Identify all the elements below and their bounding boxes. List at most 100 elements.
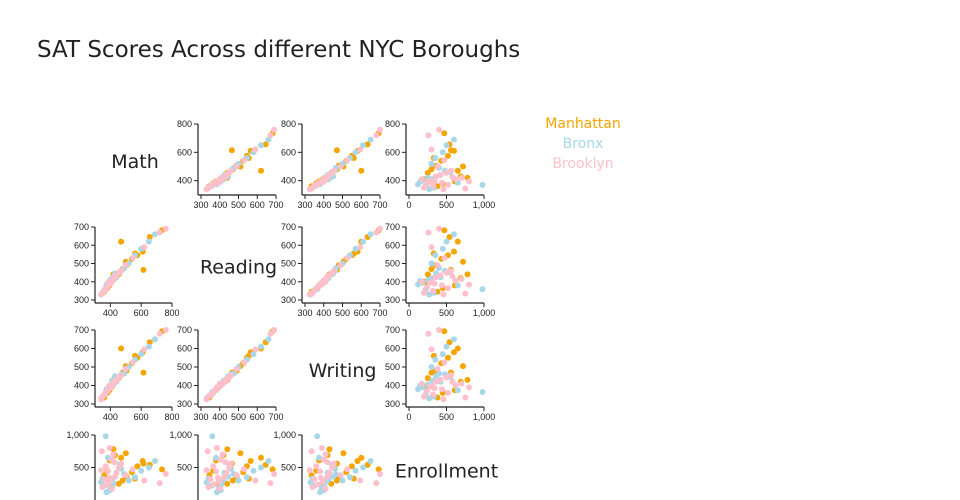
point-brooklyn[interactable] xyxy=(377,471,383,477)
point-brooklyn[interactable] xyxy=(445,285,451,292)
point-bronx[interactable] xyxy=(243,474,250,481)
point-brooklyn[interactable] xyxy=(418,176,425,183)
point-manhattan[interactable] xyxy=(375,466,382,473)
point-brooklyn[interactable] xyxy=(122,262,129,269)
point-bronx[interactable] xyxy=(432,356,439,363)
point-bronx[interactable] xyxy=(451,231,457,238)
point-bronx[interactable] xyxy=(428,160,435,167)
point-bronx[interactable] xyxy=(209,433,216,440)
point-bronx[interactable] xyxy=(433,373,439,380)
point-brooklyn[interactable] xyxy=(357,146,364,153)
point-brooklyn[interactable] xyxy=(373,229,380,236)
point-bronx[interactable] xyxy=(367,136,374,143)
point-bronx[interactable] xyxy=(152,336,158,343)
point-bronx[interactable] xyxy=(352,245,359,252)
point-manhattan[interactable] xyxy=(228,147,235,154)
point-brooklyn[interactable] xyxy=(267,330,274,337)
point-brooklyn[interactable] xyxy=(458,174,465,181)
point-manhattan[interactable] xyxy=(146,234,153,240)
point-brooklyn[interactable] xyxy=(440,186,447,193)
point-bronx[interactable] xyxy=(330,473,337,480)
point-brooklyn[interactable] xyxy=(204,185,211,192)
point-brooklyn[interactable] xyxy=(443,374,450,381)
point-brooklyn[interactable] xyxy=(357,477,364,484)
point-bronx[interactable] xyxy=(250,351,257,358)
point-manhattan[interactable] xyxy=(224,480,231,487)
point-brooklyn[interactable] xyxy=(203,467,210,474)
point-brooklyn[interactable] xyxy=(252,146,259,153)
point-brooklyn[interactable] xyxy=(322,485,329,492)
point-brooklyn[interactable] xyxy=(434,262,441,269)
point-manhattan[interactable] xyxy=(118,454,125,461)
point-bronx[interactable] xyxy=(316,454,323,461)
point-brooklyn[interactable] xyxy=(449,174,456,181)
point-bronx[interactable] xyxy=(451,136,457,143)
point-bronx[interactable] xyxy=(454,387,461,394)
point-brooklyn[interactable] xyxy=(205,484,212,490)
point-bronx[interactable] xyxy=(439,351,446,358)
point-bronx[interactable] xyxy=(367,458,374,464)
point-brooklyn[interactable] xyxy=(129,466,136,473)
point-brooklyn[interactable] xyxy=(428,346,435,353)
point-brooklyn[interactable] xyxy=(421,289,427,296)
point-bronx[interactable] xyxy=(235,477,242,484)
point-brooklyn[interactable] xyxy=(373,132,380,139)
point-manhattan[interactable] xyxy=(451,248,457,255)
point-bronx[interactable] xyxy=(479,181,486,188)
point-brooklyn[interactable] xyxy=(424,388,430,395)
point-brooklyn[interactable] xyxy=(271,471,278,477)
point-brooklyn[interactable] xyxy=(112,473,118,480)
point-brooklyn[interactable] xyxy=(337,262,344,269)
point-brooklyn[interactable] xyxy=(141,244,148,251)
point-brooklyn[interactable] xyxy=(98,394,105,401)
point-brooklyn[interactable] xyxy=(440,396,447,403)
point-brooklyn[interactable] xyxy=(162,327,169,333)
point-bronx[interactable] xyxy=(317,489,323,496)
point-brooklyn[interactable] xyxy=(233,365,240,372)
point-brooklyn[interactable] xyxy=(111,273,118,280)
point-manhattan[interactable] xyxy=(237,450,244,457)
point-manhattan[interactable] xyxy=(118,238,125,245)
point-brooklyn[interactable] xyxy=(241,359,248,366)
point-manhattan[interactable] xyxy=(464,376,471,383)
point-brooklyn[interactable] xyxy=(462,185,469,192)
point-brooklyn[interactable] xyxy=(344,255,351,261)
point-brooklyn[interactable] xyxy=(319,179,326,186)
point-bronx[interactable] xyxy=(479,286,486,293)
point-brooklyn[interactable] xyxy=(458,380,465,387)
point-manhattan[interactable] xyxy=(159,466,165,473)
point-bronx[interactable] xyxy=(367,231,374,238)
point-bronx[interactable] xyxy=(415,386,421,393)
point-brooklyn[interactable] xyxy=(308,185,315,192)
point-bronx[interactable] xyxy=(428,260,435,267)
point-brooklyn[interactable] xyxy=(443,169,450,176)
point-brooklyn[interactable] xyxy=(322,451,329,458)
point-bronx[interactable] xyxy=(428,364,435,370)
point-brooklyn[interactable] xyxy=(424,180,430,187)
point-brooklyn[interactable] xyxy=(429,278,436,285)
point-brooklyn[interactable] xyxy=(436,225,442,232)
point-brooklyn[interactable] xyxy=(441,157,448,164)
point-brooklyn[interactable] xyxy=(318,445,325,451)
point-brooklyn[interactable] xyxy=(445,181,451,188)
point-bronx[interactable] xyxy=(479,389,486,395)
point-brooklyn[interactable] xyxy=(213,445,220,451)
point-manhattan[interactable] xyxy=(460,363,466,370)
point-brooklyn[interactable] xyxy=(443,269,450,276)
point-brooklyn[interactable] xyxy=(213,468,219,475)
point-brooklyn[interactable] xyxy=(110,451,117,458)
point-bronx[interactable] xyxy=(265,458,272,464)
point-manhattan[interactable] xyxy=(229,477,236,484)
point-brooklyn[interactable] xyxy=(430,391,436,398)
point-bronx[interactable] xyxy=(314,433,321,440)
point-bronx[interactable] xyxy=(360,464,367,471)
point-brooklyn[interactable] xyxy=(222,459,229,466)
point-brooklyn[interactable] xyxy=(271,327,278,333)
point-brooklyn[interactable] xyxy=(433,173,439,180)
point-brooklyn[interactable] xyxy=(308,448,315,455)
point-brooklyn[interactable] xyxy=(425,229,432,236)
point-bronx[interactable] xyxy=(439,149,446,156)
point-brooklyn[interactable] xyxy=(210,463,217,470)
point-brooklyn[interactable] xyxy=(373,480,380,487)
point-manhattan[interactable] xyxy=(333,477,340,484)
